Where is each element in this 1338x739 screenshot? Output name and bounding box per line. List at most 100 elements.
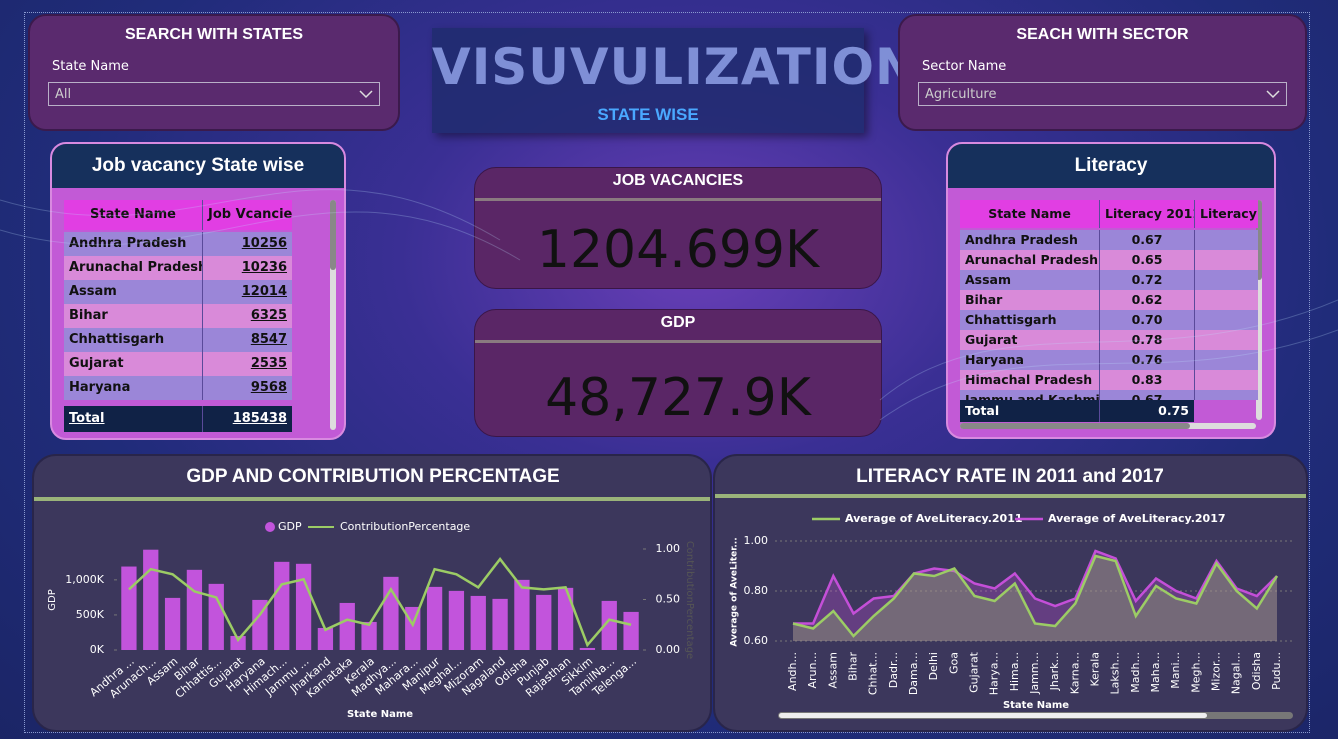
y-tick-label: 1.00 [744, 534, 769, 547]
filter-label: State Name [52, 59, 382, 74]
bar [230, 635, 246, 650]
table-cell: Jammu and Kashmir [965, 392, 1099, 400]
card-value: 1204.699K [536, 220, 820, 280]
legend-label: ContributionPercentage [340, 520, 470, 533]
table-body: Andhra Pradesh 0.67 Arunachal Pradesh 0.65 A… [948, 228, 1274, 400]
card-title: GDP [660, 314, 696, 331]
separator [475, 340, 881, 343]
table-cell [1194, 230, 1258, 250]
line [793, 549, 1278, 625]
x-tick-label: Maha... [1149, 652, 1162, 692]
table-cell: 0.75 [1099, 400, 1194, 422]
x-tick-label: Madh... [1129, 652, 1142, 693]
filter-title: SEARCH WITH STATES [124, 26, 304, 43]
literacy-table-panel: Literacy State Name Literacy 2011 Literacy… [946, 142, 1276, 439]
bar [426, 586, 443, 650]
x-tick-label: Laksh... [1109, 652, 1122, 694]
dropdown-value: Agriculture [925, 87, 997, 102]
x-tick-label: Gujarat [968, 651, 981, 693]
scrollbar[interactable] [960, 423, 1256, 429]
table-cell: Literacy 2 [1194, 200, 1258, 228]
table-cell [1194, 310, 1258, 330]
separator [475, 198, 881, 201]
bar [448, 590, 465, 650]
table-cell: Bihar [69, 308, 108, 323]
bar [579, 647, 596, 650]
scrollbar-thumb[interactable] [779, 713, 1207, 718]
table-row: Gujarat 0.78 [960, 330, 1258, 350]
y-tick-label: 1,000K [65, 573, 104, 586]
x-tick-label: Jamm... [1028, 652, 1041, 695]
x-tick-label: Goa [947, 652, 960, 674]
table-cell: 0.70 [1099, 310, 1194, 330]
x-tick-label: Kerala [1089, 652, 1102, 687]
line [792, 554, 1279, 638]
table-cell: 0.62 [1099, 290, 1194, 310]
legend-label: Average of AveLiteracy.2017 [1048, 512, 1226, 525]
job-table-panel: Job vacancy State wise State Name Job Vca… [50, 142, 346, 440]
table-cell [1194, 290, 1258, 310]
sector-filter: SEACH WITH SECTOR Sector Name Agricultur… [898, 14, 1307, 131]
table-cell: State Name [90, 207, 176, 222]
table-cell: 0.67 [1099, 390, 1194, 400]
filter-label-text: Sector Name [922, 59, 1007, 74]
x-tick-label: Odisha [1250, 652, 1263, 690]
table-row: Jammu and Kashmir 0.67 [960, 390, 1258, 400]
filter-label-text: State Name [52, 59, 129, 74]
dropdown-value: All [55, 87, 72, 102]
bar [186, 569, 203, 650]
table-row: Arunachal Pradesh 10236 [64, 256, 292, 280]
table-total: Total 0.75 [960, 400, 1194, 422]
bar [557, 587, 574, 650]
kpi-card: GDP 48,727.9K [474, 309, 882, 437]
table-cell: Bihar [965, 292, 1003, 307]
x-tick-label: Dama... [907, 652, 920, 695]
table-cell: Andhra Pradesh [69, 236, 187, 251]
table-cell [1194, 390, 1258, 400]
table-row: Haryana 9568 [64, 376, 292, 400]
table-cell: 0.78 [1099, 330, 1194, 350]
y-tick-label: 0.80 [744, 584, 769, 597]
table-cell: Assam [965, 272, 1012, 287]
y-tick-label: 0K [90, 643, 105, 656]
x-tick-label: Delhi [927, 652, 940, 680]
table-row: Andhra Pradesh 0.67 [960, 230, 1258, 250]
dropdown[interactable]: All [48, 82, 380, 106]
table-cell: 12014 [202, 280, 292, 304]
bar [339, 602, 355, 650]
bar [623, 611, 639, 650]
table-row: Assam 0.72 [960, 270, 1258, 290]
card-value: 48,727.9K [545, 368, 811, 428]
table-cell: 10236 [202, 256, 292, 280]
chevron [359, 90, 373, 99]
table-total: Total 185438 [64, 406, 292, 432]
table-cell: Arunachal Pradesh [965, 252, 1098, 267]
table-row: Bihar 0.62 [960, 290, 1258, 310]
y2-axis-title: ContributionPercentage [684, 541, 695, 659]
bar [601, 600, 617, 650]
page-title: VISUVULIZATION [432, 38, 918, 96]
scrollbar[interactable] [330, 200, 336, 430]
table-cell: Literacy 2011 [1099, 200, 1194, 228]
table-cell [1194, 330, 1258, 350]
bar [514, 579, 530, 650]
legend-label: GDP [278, 520, 302, 533]
table-cell: Chhattisgarh [965, 312, 1057, 327]
legend-label: Average of AveLiteracy.2011 [845, 512, 1023, 525]
table-row: Assam 12014 [64, 280, 292, 304]
x-tick-label: Andh... [786, 652, 799, 691]
y-axis-title: GDP [47, 589, 58, 610]
x-tick-label: Karna... [1068, 652, 1081, 694]
table-cell: Himachal Pradesh [965, 372, 1093, 387]
table-cell: State Name [988, 206, 1071, 221]
dropdown[interactable]: Agriculture [918, 82, 1287, 106]
table-body: Andhra Pradesh 10256 Arunachal Pradesh 1023… [52, 230, 344, 402]
scrollbar[interactable] [1256, 200, 1262, 420]
table-cell: Total [965, 403, 1000, 418]
table-cell: 9568 [202, 376, 292, 400]
bar [536, 594, 552, 650]
x-tick-label: Bihar [847, 652, 860, 681]
bar [252, 599, 268, 650]
bar [208, 583, 224, 650]
table-cell: 6325 [202, 304, 292, 328]
